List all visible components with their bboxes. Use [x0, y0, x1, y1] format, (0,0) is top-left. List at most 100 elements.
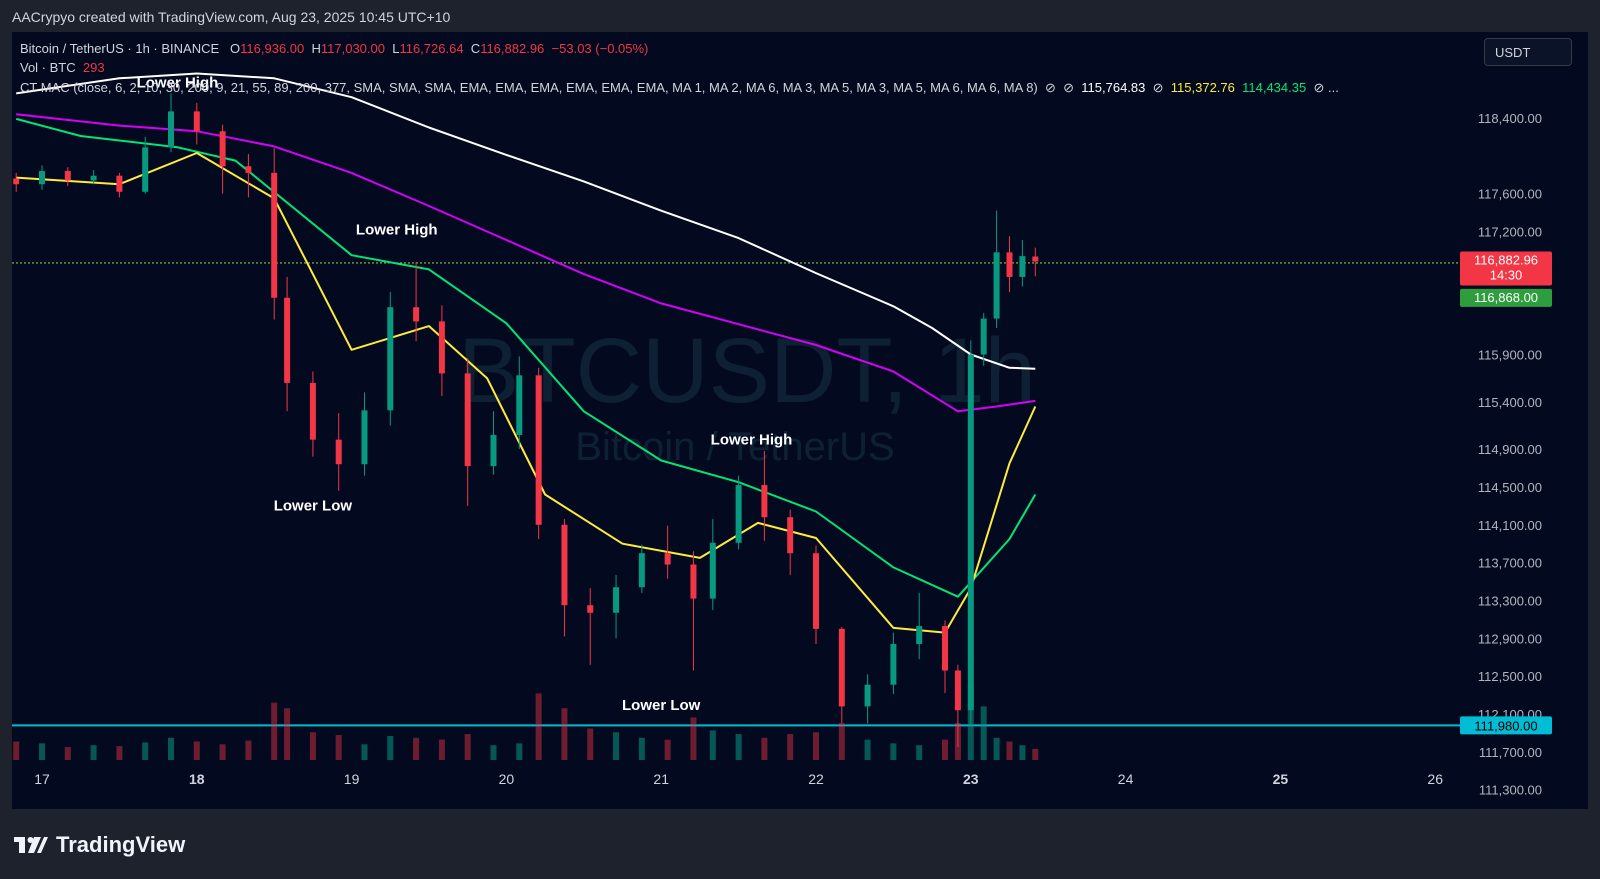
candle[interactable]	[219, 124, 226, 194]
candle[interactable]	[813, 545, 819, 644]
volume-bar	[361, 744, 368, 760]
chart-pane[interactable]: BTCUSDT, 1h Bitcoin / TetherUS Lower Hig…	[12, 32, 1588, 809]
volume-bar	[516, 743, 523, 760]
candle[interactable]	[787, 509, 794, 575]
price-tick-label: 111,300.00	[1479, 783, 1542, 798]
candle[interactable]	[664, 525, 671, 579]
volume-bar	[64, 747, 71, 760]
candle[interactable]	[271, 148, 278, 320]
volume-bar	[1032, 748, 1039, 760]
candle[interactable]	[1006, 236, 1013, 293]
time-tick-label: 26	[1427, 771, 1443, 787]
time-tick-label: 25	[1273, 771, 1289, 787]
watermark-symbol: BTCUSDT, 1h	[458, 320, 1036, 422]
annotation-label[interactable]: Lower Low	[274, 498, 353, 515]
price-tick-label: 117,600.00	[1478, 187, 1542, 202]
candle[interactable]	[361, 392, 368, 476]
svg-text:14:30: 14:30	[1490, 268, 1523, 283]
legend-symbol: Bitcoin / TetherUS · 1h · BINANCE	[20, 41, 220, 56]
candle[interactable]	[193, 102, 200, 145]
annotation-label[interactable]: Lower High	[137, 75, 219, 92]
candle[interactable]	[90, 170, 97, 185]
candle[interactable]	[438, 305, 445, 397]
price-axis: 118,400.00 117,600.00 117,200.00 115,900.00…	[1478, 111, 1542, 798]
candle[interactable]	[690, 551, 697, 671]
volume-bar	[690, 717, 697, 760]
candle[interactable]	[916, 592, 923, 660]
resistance-price-tag: 116,868.00	[1460, 288, 1552, 307]
candle[interactable]	[638, 544, 645, 593]
eye-off-icon: ⊘	[1313, 80, 1325, 95]
candle[interactable]	[954, 664, 961, 748]
price-tick-label: 114,900.00	[1478, 442, 1542, 457]
candle[interactable]	[516, 356, 523, 450]
candle[interactable]	[587, 588, 594, 665]
price-tick-label: 115,400.00	[1478, 395, 1542, 410]
tradingview-logo-icon	[14, 837, 48, 853]
volume-bar	[1006, 741, 1013, 760]
currency-button[interactable]: USDT	[1484, 38, 1572, 66]
annotation-label[interactable]: Lower Low	[622, 697, 701, 714]
candle[interactable]	[39, 165, 45, 190]
volume-bar	[309, 732, 316, 760]
candle[interactable]	[116, 172, 123, 198]
candle[interactable]	[838, 626, 845, 724]
eye-off-icon: ⊘	[1045, 80, 1056, 95]
candle[interactable]	[535, 367, 542, 539]
candle[interactable]	[490, 411, 497, 475]
candle[interactable]	[245, 153, 252, 198]
volume-bar	[890, 743, 897, 760]
ma-value-green: 114,434.35	[1242, 80, 1307, 95]
annotation-label[interactable]: Lower High	[711, 431, 793, 448]
volume-bar	[993, 737, 1000, 760]
candle[interactable]	[761, 451, 768, 541]
candle[interactable]	[735, 475, 742, 550]
candle[interactable]	[1032, 247, 1039, 277]
price-tick-label: 113,700.00	[1478, 556, 1542, 571]
candle[interactable]	[413, 261, 420, 342]
candle[interactable]	[709, 519, 716, 610]
candle[interactable]	[1019, 240, 1026, 287]
legend-indicator[interactable]: CT MAC (close, 6, 2, 10, 30, 200, 9, 21,…	[20, 80, 1339, 96]
ma-line-0[interactable]	[16, 72, 1036, 370]
ma-value-white: 115,764.83	[1081, 80, 1146, 95]
volume-bar	[535, 693, 542, 760]
price-tick-label: 114,500.00	[1478, 480, 1542, 495]
candle[interactable]	[464, 358, 471, 506]
candle[interactable]	[335, 413, 342, 491]
annotation-label[interactable]: Lower High	[356, 221, 438, 238]
candle[interactable]	[942, 620, 948, 694]
candle[interactable]	[142, 136, 149, 194]
candle[interactable]	[980, 312, 987, 366]
candle[interactable]	[890, 632, 897, 695]
candle[interactable]	[168, 93, 174, 153]
candle[interactable]	[387, 292, 394, 426]
candle[interactable]	[993, 210, 1000, 329]
candle[interactable]	[64, 167, 71, 187]
candle[interactable]	[284, 276, 291, 412]
price-tick-label: 117,200.00	[1478, 225, 1542, 240]
volume-bar	[464, 734, 471, 760]
volume-bar	[271, 702, 278, 760]
candle[interactable]	[864, 674, 871, 724]
price-tick-label: 112,500.00	[1478, 669, 1542, 684]
candle[interactable]	[613, 574, 620, 639]
volume-bar	[438, 739, 445, 760]
volume-bar	[916, 745, 923, 760]
candle[interactable]	[309, 371, 316, 457]
candle[interactable]	[561, 519, 568, 637]
volume-bar	[735, 734, 742, 760]
volume-bar	[142, 742, 149, 760]
volume-bar	[813, 732, 819, 760]
price-chart[interactable]: BTCUSDT, 1h Bitcoin / TetherUS Lower Hig…	[12, 32, 1588, 809]
candle[interactable]	[13, 172, 20, 192]
legend-volume-value: 293	[82, 60, 105, 75]
tradingview-logo[interactable]: TradingView	[14, 832, 185, 858]
watermark-description: Bitcoin / TetherUS	[575, 425, 894, 469]
candle[interactable]	[967, 340, 974, 726]
volume-bar	[284, 708, 291, 760]
volume-bar	[490, 745, 497, 760]
ma-line-2[interactable]	[15, 117, 1037, 598]
